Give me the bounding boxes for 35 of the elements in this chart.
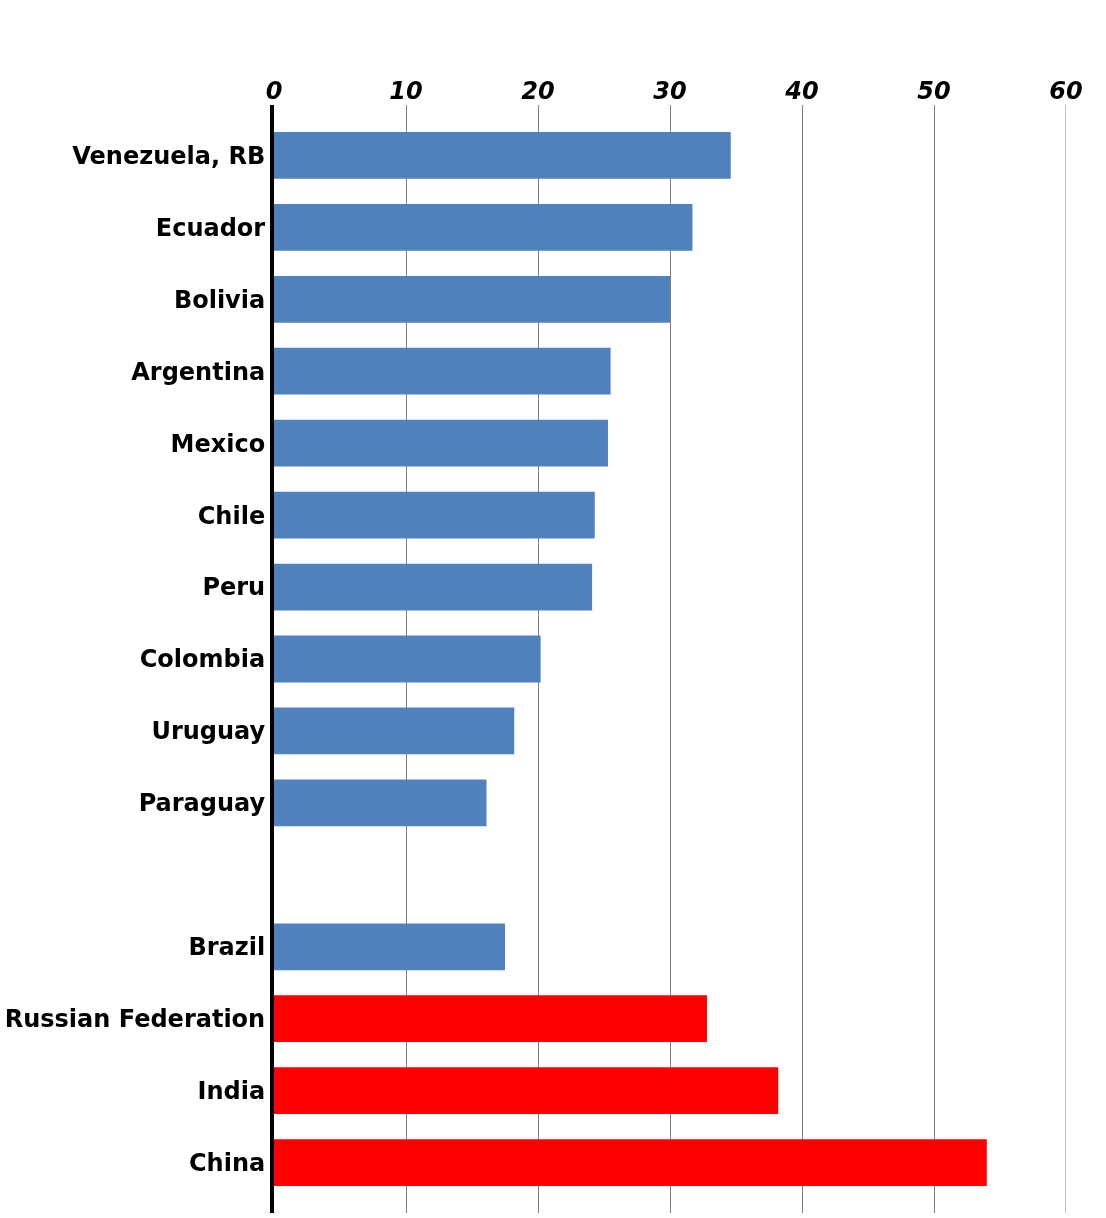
bar [274,563,593,611]
y-tick-label: Paraguay [138,789,266,818]
bar [274,347,611,395]
y-tick-label: Colombia [139,645,266,674]
x-tick-label: 40 [784,77,819,106]
y-tick-label: Ecuador [155,213,266,242]
y-tick-label: Chile [197,501,266,530]
y-tick-label: Mexico [170,429,266,458]
y-tick-label: Peru [202,573,266,602]
bar [274,779,487,827]
x-tick-label: 10 [389,77,423,106]
bar [274,707,515,755]
y-tick-label: Uruguay [151,717,266,746]
bar [274,419,608,467]
bar [274,131,731,179]
y-tick-label: Brazil [188,933,266,962]
x-tick-label: 60 [1049,77,1083,106]
y-tick-label: Argentina [131,357,266,386]
bar [274,275,670,323]
bar [274,491,595,539]
y-tick-label: India [197,1077,266,1106]
bar [274,203,693,251]
x-tick-label: 50 [917,77,951,106]
y-tick-label: China [188,1149,266,1178]
x-tick-label: 0 [265,77,283,106]
y-tick-label: Bolivia [173,285,266,314]
bar [274,923,505,971]
bar [274,995,707,1043]
bar [274,1139,987,1187]
y-tick-label: Russian Federation [4,1005,266,1034]
x-tick-label: 20 [521,77,555,106]
y-tick-label: Venezuela, RB [72,141,266,170]
bar [274,1067,779,1115]
x-tick-label: 30 [653,77,687,106]
bar [274,635,541,683]
